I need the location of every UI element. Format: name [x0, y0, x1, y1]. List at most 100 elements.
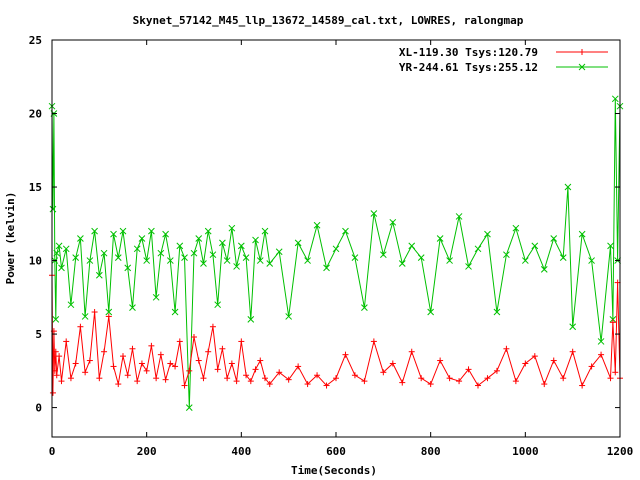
data-point	[223, 257, 231, 264]
data-point	[304, 257, 311, 264]
data-point	[138, 360, 145, 367]
data-point	[541, 381, 548, 388]
data-point	[233, 378, 240, 385]
data-point	[484, 230, 491, 238]
data-point	[115, 381, 122, 388]
data-point	[522, 360, 529, 367]
data-point	[172, 363, 179, 370]
data-point	[195, 235, 203, 242]
data-point	[58, 378, 65, 385]
data-point	[67, 375, 74, 382]
data-point	[171, 308, 179, 316]
data-point	[333, 375, 339, 382]
data-point	[56, 353, 63, 360]
data-point	[612, 369, 619, 376]
data-point	[55, 242, 63, 250]
data-point	[484, 375, 491, 382]
data-point	[607, 375, 614, 382]
series-x	[48, 95, 624, 411]
data-point	[238, 338, 245, 345]
data-point	[49, 205, 57, 213]
data-point	[247, 378, 254, 385]
data-point	[129, 345, 136, 352]
legend: XL-119.30 Tsys:120.79 YR-244.61 Tsys:255.…	[399, 46, 608, 74]
data-point	[237, 242, 245, 250]
data-point	[598, 351, 605, 358]
data-point	[597, 338, 605, 345]
data-point	[200, 375, 207, 382]
data-point	[493, 308, 501, 316]
data-point	[455, 213, 463, 220]
data-point	[531, 353, 538, 360]
data-point	[294, 239, 302, 247]
data-point	[81, 313, 89, 320]
data-point	[242, 254, 250, 261]
data-point	[252, 366, 259, 373]
data-point	[408, 348, 415, 355]
data-point	[256, 257, 264, 264]
data-point	[389, 218, 397, 226]
data-point	[143, 257, 151, 264]
data-point	[512, 378, 519, 385]
data-point	[304, 381, 311, 388]
data-point	[63, 338, 70, 345]
data-point	[119, 227, 127, 235]
y-tick-label: 15	[29, 181, 42, 194]
data-point	[110, 230, 117, 238]
x-tick-label: 1200	[607, 445, 634, 458]
data-point	[190, 249, 198, 257]
data-point	[181, 382, 188, 389]
data-point	[100, 249, 108, 257]
y-tick-label: 5	[35, 328, 42, 341]
data-point	[243, 372, 250, 379]
data-point	[167, 360, 174, 367]
data-point	[588, 363, 595, 370]
data-point	[129, 304, 136, 311]
data-point	[214, 366, 221, 373]
series-plus	[49, 272, 623, 396]
data-point	[351, 372, 358, 379]
data-point	[105, 308, 113, 316]
data-point	[276, 369, 283, 376]
data-point	[418, 375, 425, 382]
data-point	[262, 375, 268, 382]
data-point	[531, 242, 539, 250]
legend-label: YR-244.61 Tsys:255.12	[399, 61, 538, 74]
data-point	[389, 360, 396, 367]
data-point	[313, 221, 321, 229]
data-point	[275, 248, 283, 256]
data-point	[52, 348, 59, 355]
data-point	[446, 257, 453, 264]
data-point	[285, 313, 293, 320]
data-point	[105, 313, 112, 320]
data-point	[446, 375, 453, 382]
data-point	[143, 367, 150, 374]
data-point	[153, 375, 160, 382]
data-point	[475, 382, 481, 389]
data-point	[361, 378, 368, 385]
series-layer	[48, 95, 624, 411]
data-point	[157, 351, 164, 358]
data-point	[332, 245, 340, 253]
data-point	[564, 183, 572, 191]
data-point	[342, 351, 349, 358]
data-point	[209, 323, 216, 330]
data-point	[72, 254, 80, 261]
series-line	[51, 98, 621, 408]
data-point	[134, 378, 141, 385]
data-point	[67, 301, 75, 309]
data-point	[205, 348, 212, 355]
data-point	[579, 49, 585, 55]
data-point	[398, 260, 406, 267]
data-point	[266, 260, 274, 267]
data-point	[261, 227, 269, 235]
data-point	[323, 382, 330, 389]
data-point	[609, 319, 616, 326]
data-point	[233, 263, 240, 270]
data-point	[427, 381, 434, 388]
data-point	[474, 245, 482, 253]
data-point	[540, 266, 548, 273]
data-point	[437, 357, 444, 364]
data-point	[51, 367, 58, 374]
